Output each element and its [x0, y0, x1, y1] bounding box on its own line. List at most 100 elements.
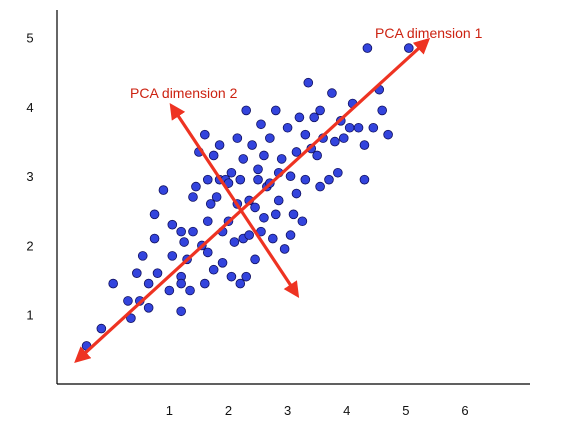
scatter-point — [403, 43, 414, 53]
scatter-point — [288, 209, 299, 220]
scatter-point — [241, 105, 252, 116]
scatter-point — [285, 230, 296, 240]
scatter-point — [108, 278, 118, 289]
scatter-point — [359, 140, 370, 150]
scatter-point — [176, 306, 186, 317]
scatter-point — [265, 133, 275, 143]
scatter-point — [143, 278, 154, 289]
pca-arrows — [74, 37, 431, 363]
x-tick-label: 2 — [225, 403, 232, 418]
pca-dimension-2-arrow — [169, 102, 300, 298]
scatter-point — [253, 174, 263, 185]
scatter-point — [185, 285, 195, 296]
x-tick-label: 3 — [284, 403, 291, 418]
scatter-point — [383, 129, 393, 140]
scatter-point — [324, 174, 334, 185]
y-tick-label: 5 — [26, 31, 33, 46]
scatter-point — [241, 271, 252, 282]
scatter-point — [226, 271, 237, 282]
scatter-point — [202, 174, 213, 185]
scatter-point — [176, 278, 186, 289]
annotation-labels: PCA dimension 1 PCA dimension 2 — [130, 25, 483, 101]
scatter-point — [167, 251, 178, 261]
scatter-point — [202, 247, 213, 258]
scatter-point — [202, 216, 213, 227]
scatter-point — [294, 112, 305, 123]
scatter-point — [164, 285, 175, 296]
scatter-point — [244, 230, 254, 240]
scatter-point — [208, 150, 219, 161]
scatter-point — [253, 164, 263, 175]
scatter-point — [158, 185, 169, 195]
scatter-point — [167, 219, 178, 230]
scatter-point — [143, 303, 154, 313]
scatter-point — [226, 167, 237, 178]
scatter-point — [368, 122, 379, 133]
scatter-point — [315, 105, 325, 116]
x-tick-label: 1 — [166, 403, 173, 418]
pca-dimension-2-label: PCA dimension 2 — [130, 85, 238, 101]
scatter-point — [200, 129, 210, 140]
scatter-point — [211, 192, 222, 202]
scatter-point — [191, 181, 201, 192]
scatter-point — [247, 140, 257, 150]
scatter-point — [359, 174, 370, 185]
scatter-point — [312, 150, 322, 161]
scatter-point — [149, 209, 160, 220]
scatter-point — [330, 136, 340, 147]
scatter-point — [333, 167, 343, 178]
scatter-point — [279, 244, 290, 254]
scatter-point — [152, 268, 163, 278]
scatter-point — [300, 174, 311, 185]
y-tick-label: 1 — [26, 308, 33, 323]
axes: 1 2 3 4 5 6 1 2 3 4 5 — [26, 10, 530, 418]
scatter-point — [232, 133, 243, 143]
scatter-point — [200, 278, 210, 289]
scatter-point — [315, 181, 325, 192]
y-tick-label: 4 — [26, 100, 33, 115]
pca-dimension-1-label: PCA dimension 1 — [375, 25, 483, 41]
scatter-point — [297, 216, 308, 227]
scatter-point — [137, 251, 148, 261]
scatter-point — [238, 154, 249, 164]
scatter-point — [96, 323, 107, 334]
scatter-point — [250, 202, 260, 213]
scatter-point — [250, 254, 260, 265]
scatter-point — [179, 237, 189, 247]
scatter-point — [282, 122, 293, 133]
scatter-point — [353, 122, 364, 133]
y-tick-label: 2 — [26, 238, 33, 253]
scatter-point — [188, 192, 198, 202]
scatter-point — [176, 226, 186, 237]
scatter-point — [188, 226, 198, 237]
x-tick-label: 5 — [402, 403, 409, 418]
scatter-point — [268, 233, 278, 244]
scatter-point — [327, 88, 337, 98]
scatter-point — [149, 233, 160, 244]
scatter-point — [214, 140, 225, 150]
scatter-point — [291, 188, 302, 199]
scatter-point — [123, 296, 133, 306]
scatter-point — [132, 268, 142, 278]
scatter-point — [270, 209, 281, 220]
scatter-point — [362, 43, 373, 53]
scatter-point — [270, 105, 281, 116]
scatter-point — [338, 133, 349, 143]
scatter-point — [300, 129, 311, 140]
y-tick-label: 3 — [26, 169, 33, 184]
scatter-point — [217, 257, 228, 268]
scatter-point — [344, 122, 355, 133]
scatter-point — [303, 77, 314, 88]
scatter-point — [273, 195, 284, 206]
scatter-point — [256, 119, 266, 130]
scatter-point — [208, 264, 219, 275]
x-tick-label: 4 — [343, 403, 350, 418]
scatter-point — [229, 237, 240, 247]
scatter-point — [276, 154, 287, 164]
x-tick-label: 6 — [461, 403, 468, 418]
scatter-point — [259, 150, 269, 161]
scatter-point — [259, 212, 269, 223]
scatter-point — [235, 174, 246, 185]
scatter-point — [285, 171, 296, 182]
